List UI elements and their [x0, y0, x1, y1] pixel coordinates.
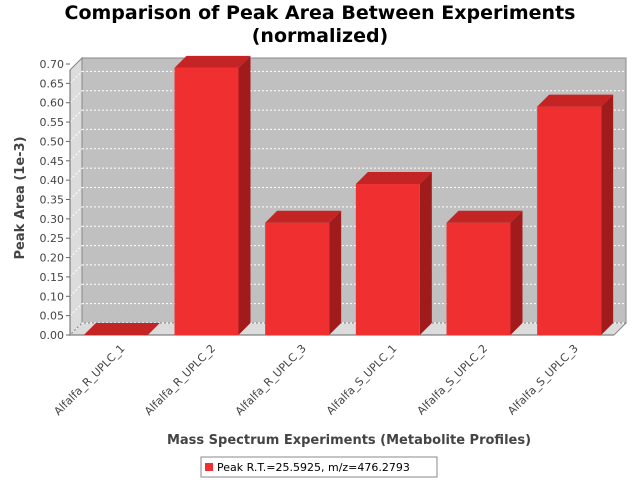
y-tick-label: 0.05	[40, 310, 65, 323]
gridline-wall	[69, 283, 83, 297]
y-ticks: 0.00 0.05 0.10 0.15 0.20 0.25 0.30 0.35 0.40 0.45…	[40, 58, 70, 342]
bar-front	[265, 222, 330, 335]
gridline-wall	[69, 90, 83, 104]
y-tick-label: 0.20	[40, 252, 65, 265]
y-axis-label: Peak Area (1e-3)	[13, 136, 28, 259]
bar-side	[419, 172, 432, 335]
chart-title: Comparison of Peak Area Between Experime…	[0, 2, 640, 48]
legend: Peak R.T.=25.5925, m/z=476.2793	[200, 456, 438, 478]
bar-side	[510, 210, 523, 335]
gridline-wall	[69, 245, 83, 258]
gridline-wall	[69, 109, 83, 123]
bar-top	[265, 210, 342, 223]
x-tick-label: Alfalfa_R_UPLC_3	[233, 342, 309, 418]
y-tick-label: 0.35	[40, 194, 65, 207]
bar	[265, 210, 342, 335]
plot-background	[81, 57, 627, 324]
gridline-wall	[69, 148, 83, 162]
gridline-wall	[69, 225, 83, 239]
x-tick-label: Alfalfa_S_UPLC_3	[505, 342, 581, 418]
y-tick-label: 0.15	[40, 271, 65, 284]
y-tick-label: 0.70	[40, 58, 65, 71]
bar-front	[174, 67, 239, 335]
bar	[446, 210, 523, 335]
gridline-wall	[69, 303, 83, 316]
y-tick-label: 0.25	[40, 232, 65, 245]
x-tick-label: Alfalfa_S_UPLC_2	[415, 342, 491, 418]
bar	[537, 94, 614, 335]
gridline-wall	[69, 167, 83, 181]
y-tick-label: 0.30	[40, 213, 65, 226]
bar	[355, 172, 432, 335]
y-tick-label: 0.40	[40, 174, 65, 187]
bars	[83, 55, 614, 335]
bar-side	[601, 94, 614, 335]
x-tick-label: Alfalfa_R_UPLC_1	[51, 342, 127, 418]
bar-side	[238, 55, 251, 335]
bar-top	[174, 55, 251, 68]
bar	[174, 55, 251, 335]
legend-series-name: Peak R.T.=25.5925, m/z=476.2793	[217, 461, 410, 474]
plot-left-wall	[69, 56, 83, 337]
gridline-wall	[69, 71, 83, 84]
bar-front	[355, 184, 420, 335]
gridlines	[69, 51, 626, 336]
x-tick-label: Alfalfa_S_UPLC_1	[324, 342, 400, 418]
gridline-wall	[69, 51, 83, 65]
bar-top	[355, 172, 432, 185]
bar-front	[446, 222, 511, 335]
bar-top	[83, 323, 160, 335]
y-tick-label: 0.45	[40, 155, 65, 168]
x-axis-label: Mass Spectrum Experiments (Metabolite Pr…	[167, 433, 531, 448]
legend-box	[200, 456, 438, 478]
bar-top	[446, 210, 523, 223]
y-tick-label: 0.00	[40, 329, 65, 342]
legend-swatch	[205, 463, 213, 471]
bar	[83, 323, 160, 335]
bar-top	[537, 94, 614, 107]
y-tick-label: 0.10	[40, 290, 65, 303]
gridline-wall	[69, 129, 83, 142]
y-tick-label: 0.50	[40, 135, 65, 148]
gridline-wall	[69, 264, 83, 278]
x-tick-label: Alfalfa_R_UPLC_2	[142, 342, 218, 418]
bar-front	[537, 106, 602, 335]
gridline-wall	[69, 187, 83, 200]
y-tick-label: 0.60	[40, 97, 65, 110]
gridline-wall	[69, 322, 83, 336]
chart-title-line1: Comparison of Peak Area Between Experime…	[64, 2, 576, 24]
x-ticks: Alfalfa_R_UPLC_1 Alfalfa_R_UPLC_2 Alfalfa_…	[51, 342, 580, 418]
bar-side	[329, 210, 342, 335]
chart-title-line2: (normalized)	[251, 25, 389, 47]
y-tick-label: 0.65	[40, 77, 65, 90]
y-tick-label: 0.55	[40, 116, 65, 129]
gridline-wall	[69, 206, 83, 220]
